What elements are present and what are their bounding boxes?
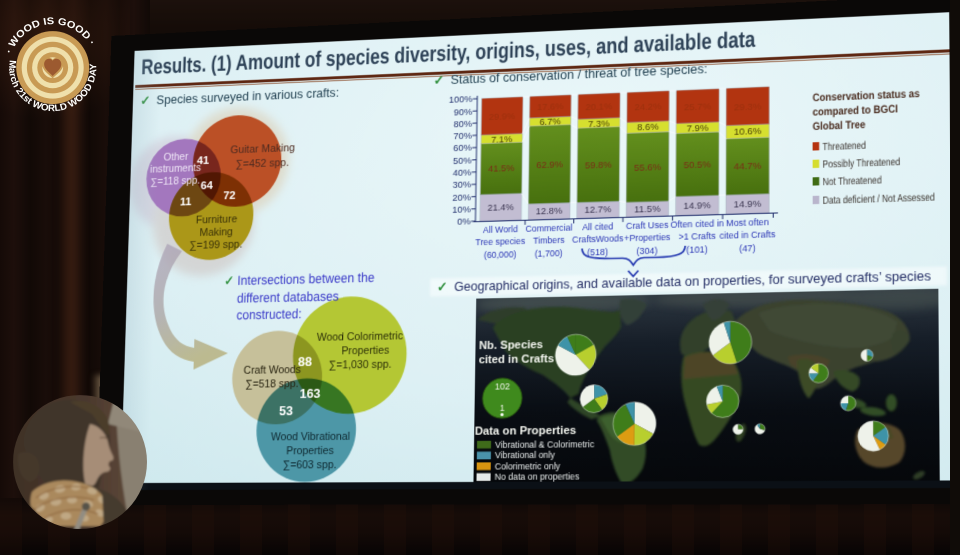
svg-text:∑=518 spp.: ∑=518 spp. (245, 378, 298, 391)
svg-text:7.1%: 7.1% (491, 133, 513, 145)
svg-text:72: 72 (223, 190, 236, 203)
svg-text:All World: All World (483, 224, 518, 235)
svg-text:Other: Other (163, 151, 189, 163)
svg-text:25.7%: 25.7% (684, 100, 712, 112)
svg-text:17.6%: 17.6% (537, 101, 564, 113)
svg-text:Wood Colorimetric: Wood Colorimetric (317, 331, 403, 344)
svg-text:instruments: instruments (150, 163, 201, 176)
svg-text:59.8%: 59.8% (585, 159, 612, 171)
svg-text:80%: 80% (453, 118, 472, 129)
svg-text:0%: 0% (457, 216, 471, 227)
svg-text:Commercial: Commercial (525, 223, 572, 234)
svg-text:∑=1,030 spp.: ∑=1,030 spp. (329, 359, 392, 372)
svg-text:12.8%: 12.8% (536, 205, 563, 217)
svg-text:64: 64 (200, 180, 214, 193)
svg-text:40%: 40% (453, 167, 472, 178)
svg-text:163: 163 (299, 386, 321, 401)
svg-text:14.9%: 14.9% (734, 198, 762, 210)
svg-text:Guitar Making: Guitar Making (230, 143, 295, 157)
svg-text:8.6%: 8.6% (637, 121, 659, 133)
svg-text:50.5%: 50.5% (684, 158, 712, 170)
svg-text:Tree species: Tree species (475, 237, 525, 248)
svg-text:70%: 70% (453, 130, 472, 141)
svg-text:20%: 20% (452, 191, 471, 202)
svg-text:30%: 30% (452, 179, 471, 190)
svg-text:50%: 50% (453, 155, 472, 166)
svg-text:(101): (101) (686, 244, 708, 255)
svg-text:29.9%: 29.9% (489, 110, 516, 122)
svg-text:10.6%: 10.6% (734, 126, 762, 138)
svg-text:(1,700): (1,700) (535, 248, 563, 259)
svg-text:60%: 60% (453, 142, 472, 153)
svg-text:cited in Crafts: cited in Crafts (479, 353, 555, 366)
svg-text:102: 102 (495, 381, 511, 392)
svg-text:∑=199 spp.: ∑=199 spp. (189, 239, 242, 252)
svg-text:Vibrational only: Vibrational only (495, 451, 555, 461)
svg-text:Timbers: Timbers (533, 236, 565, 247)
svg-text:6.7%: 6.7% (539, 116, 561, 128)
svg-text:∑=603 spp.: ∑=603 spp. (283, 459, 337, 471)
svg-text:Making: Making (199, 227, 233, 240)
svg-text:Craft Uses: Craft Uses (626, 220, 669, 231)
svg-text:21.4%: 21.4% (487, 202, 514, 214)
svg-text:90%: 90% (454, 106, 473, 117)
svg-text:Craft Woods: Craft Woods (244, 364, 301, 377)
svg-text:(304): (304) (636, 246, 657, 256)
svg-text:10%: 10% (452, 204, 471, 215)
svg-text:7.3%: 7.3% (588, 117, 610, 129)
svg-text:cited in Crafts: cited in Crafts (719, 230, 775, 242)
svg-text:Colorimetric only: Colorimetric only (495, 461, 561, 471)
svg-text:53: 53 (279, 403, 294, 418)
svg-text:Most often: Most often (726, 217, 769, 228)
svg-text:62.9%: 62.9% (536, 158, 563, 170)
svg-text:88: 88 (298, 354, 313, 369)
svg-text:∑=118 spp.: ∑=118 spp. (150, 175, 200, 188)
svg-text:All cited: All cited (582, 222, 613, 233)
svg-text:CraftsWoods: CraftsWoods (572, 234, 623, 245)
svg-text:Vibrational & Colorimetric: Vibrational & Colorimetric (495, 439, 594, 450)
svg-text:(47): (47) (739, 243, 756, 253)
svg-text:24.2%: 24.2% (634, 101, 661, 113)
svg-text:7.9%: 7.9% (686, 122, 708, 134)
svg-text:Properties: Properties (286, 445, 334, 457)
svg-text:>1 Crafts: >1 Crafts (678, 231, 715, 242)
svg-text:44.7%: 44.7% (734, 160, 762, 172)
svg-text:100%: 100% (449, 94, 473, 106)
svg-text:41: 41 (197, 155, 210, 168)
svg-text:55.6%: 55.6% (634, 161, 662, 173)
svg-text:1: 1 (500, 403, 505, 413)
svg-text:14.9%: 14.9% (683, 200, 711, 212)
svg-text:11.5%: 11.5% (634, 203, 661, 215)
svg-text:Data on Properties: Data on Properties (475, 426, 577, 439)
svg-text:+Properties: +Properties (624, 233, 670, 244)
svg-text:41.5%: 41.5% (488, 163, 515, 175)
svg-text:Properties: Properties (341, 345, 389, 358)
svg-text:(518): (518) (587, 247, 608, 257)
svg-text:Wood Vibrational: Wood Vibrational (271, 431, 350, 444)
svg-text:∑=452 spp.: ∑=452 spp. (235, 157, 289, 170)
svg-text:(60,000): (60,000) (484, 249, 517, 260)
svg-text:Often cited in: Often cited in (670, 219, 724, 230)
svg-text:29.3%: 29.3% (734, 100, 762, 112)
svg-text:Nb. Species: Nb. Species (479, 339, 543, 352)
svg-text:No data on properties: No data on properties (495, 472, 580, 482)
svg-text:Furniture: Furniture (196, 214, 238, 227)
svg-text:11: 11 (180, 196, 192, 209)
svg-text:20.1%: 20.1% (585, 100, 612, 112)
svg-text:12.7%: 12.7% (584, 204, 611, 216)
